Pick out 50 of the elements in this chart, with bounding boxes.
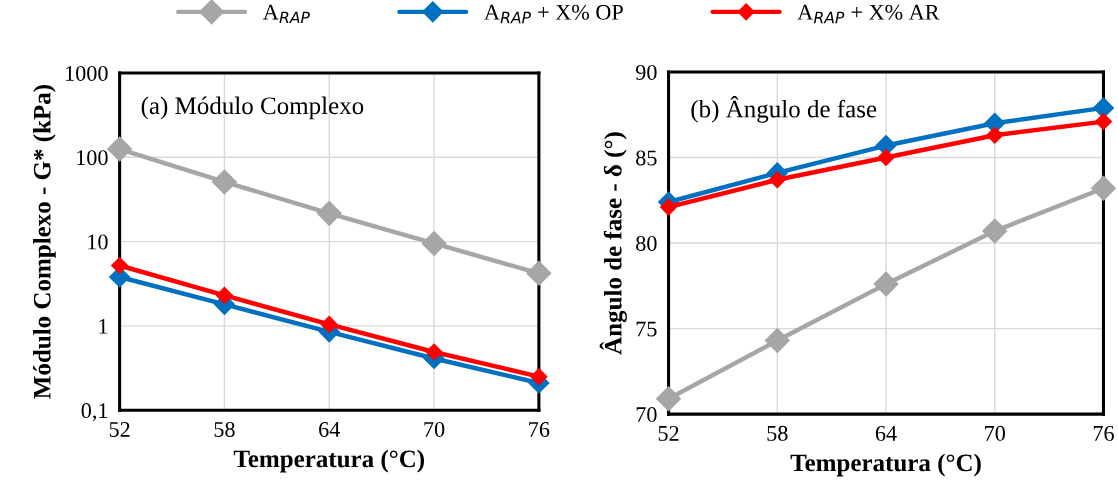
y-tick-label: 0,1 — [81, 403, 108, 422]
point — [986, 126, 1004, 144]
point — [316, 200, 342, 226]
point — [1094, 113, 1113, 131]
x-axis-title: Temperatura (°C) — [790, 453, 981, 477]
x-axis-title: Temperatura (°C) — [233, 449, 424, 473]
point — [764, 328, 790, 354]
point — [1090, 175, 1116, 201]
x-tick-label: 70 — [985, 425, 1005, 441]
point — [873, 271, 899, 297]
point — [425, 343, 443, 361]
y-tick-label: 70 — [636, 407, 657, 423]
x-tick-label: 64 — [875, 425, 897, 441]
x-tick-label: 76 — [1093, 425, 1114, 441]
point — [660, 198, 678, 216]
point — [421, 230, 447, 256]
x-tick-label: 70 — [424, 421, 445, 437]
y-tick-label: 100 — [77, 150, 108, 166]
point — [320, 315, 338, 333]
point — [1092, 97, 1114, 119]
y-tick-label: 75 — [636, 321, 657, 337]
y-tick-label: 1 — [99, 318, 108, 334]
point — [526, 260, 552, 286]
point — [768, 171, 786, 189]
x-tick-label: 58 — [214, 421, 235, 437]
x-tick-label: 58 — [767, 425, 788, 441]
x-tick-label: 64 — [319, 421, 341, 437]
y-tick-label: 1000 — [66, 65, 108, 81]
y-tick-label: 80 — [636, 235, 657, 251]
x-tick-label: 76 — [529, 421, 550, 437]
legend-label: A$_{RAP}$ — [263, 4, 310, 24]
x-tick-label: 52 — [109, 421, 130, 437]
point — [215, 286, 233, 304]
y-axis-title: Módulo Complexo - G* (kPa) — [33, 85, 56, 399]
point — [877, 148, 895, 167]
point — [982, 218, 1008, 244]
legend-label: A$_{RAP}$ + X% OP — [484, 4, 623, 24]
y-tick-label: 10 — [88, 234, 108, 250]
point — [107, 136, 133, 162]
y-tick-label: 90 — [635, 64, 657, 80]
point — [530, 368, 548, 386]
annotation: (a) Módulo Complexo — [141, 96, 364, 120]
x-tick-label: 52 — [658, 425, 679, 441]
y-tick-label: 85 — [636, 150, 657, 166]
point — [111, 256, 129, 275]
annotation: (b) Ângulo de fase — [691, 95, 877, 123]
legend-label: A$_{RAP}$ + X% AR — [797, 4, 940, 24]
point — [211, 169, 237, 195]
point — [656, 386, 682, 412]
y-axis-title: Ângulo de fase - δ (°) — [599, 132, 627, 355]
